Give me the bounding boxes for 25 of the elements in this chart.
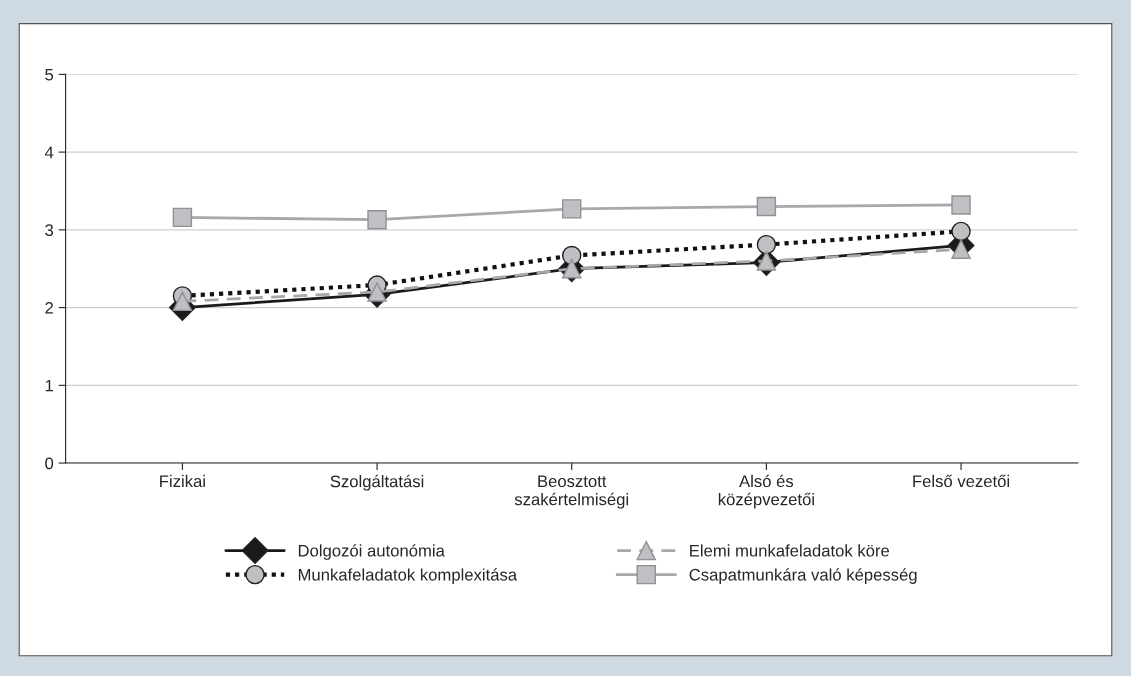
point — [951, 221, 971, 242]
legend-label: Munkafeladatok komplexitása — [298, 568, 518, 584]
point — [172, 207, 193, 228]
y-tick-label: 3 — [45, 224, 54, 237]
y-tick-label: 1 — [45, 379, 53, 392]
point — [951, 195, 971, 215]
legend-label: Csapatmunkára való képesség — [689, 568, 917, 584]
point — [367, 210, 387, 230]
y-tick-label: 0 — [45, 457, 54, 470]
y-tick-label: 5 — [45, 68, 54, 81]
point — [172, 291, 193, 312]
y-tick-label: 4 — [44, 146, 54, 159]
point — [561, 245, 582, 266]
legend-label: Elemi munkafeladatok köre — [690, 544, 890, 557]
point — [561, 199, 582, 219]
point — [756, 234, 777, 255]
x-tick-label: Beosztott szakértelmiségi — [514, 475, 629, 509]
x-tick-label: Felső vezetői — [913, 474, 1010, 488]
point — [367, 282, 387, 302]
y-tick-label: 2 — [45, 301, 53, 314]
legend-label: Dolgozói autonómia — [298, 544, 445, 560]
x-tick-label: Fizikai — [160, 474, 205, 488]
x-tick-label: Szolgáltatási — [330, 474, 424, 491]
point — [756, 196, 777, 217]
x-tick-label: Alsó és középvezetői — [718, 474, 814, 509]
